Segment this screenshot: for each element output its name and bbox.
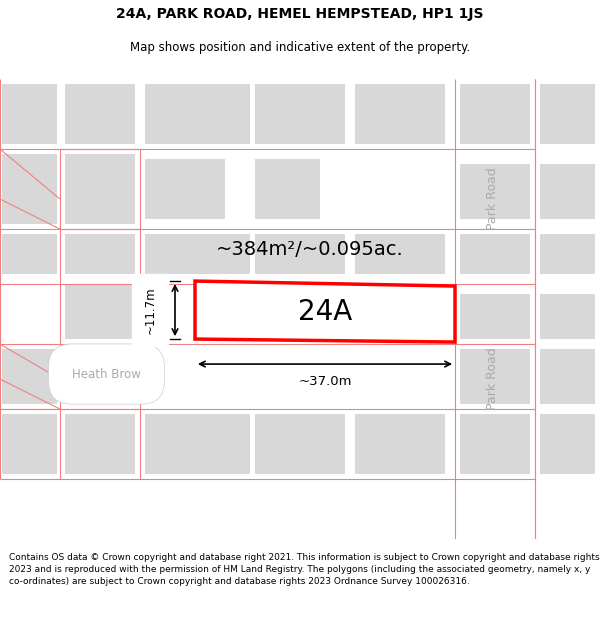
Bar	[255, 414, 345, 474]
Bar	[355, 84, 445, 144]
Bar	[460, 84, 530, 144]
Text: 24A: 24A	[298, 298, 352, 326]
Bar	[2, 349, 57, 404]
Text: Park Road: Park Road	[487, 168, 499, 231]
Bar	[145, 414, 250, 474]
Bar	[145, 84, 250, 144]
Bar	[145, 234, 250, 274]
Bar	[255, 84, 345, 144]
Bar	[255, 159, 320, 219]
Bar	[355, 234, 445, 274]
Bar	[145, 159, 225, 219]
Bar	[65, 234, 135, 274]
Bar	[460, 349, 530, 404]
Bar	[65, 284, 135, 339]
Text: Map shows position and indicative extent of the property.: Map shows position and indicative extent…	[130, 41, 470, 54]
Bar	[540, 414, 595, 474]
Bar	[2, 414, 57, 474]
Bar	[540, 349, 595, 404]
Bar	[255, 294, 345, 339]
Bar	[460, 294, 530, 339]
Bar	[460, 164, 530, 219]
Text: 24A, PARK ROAD, HEMEL HEMPSTEAD, HP1 1JS: 24A, PARK ROAD, HEMEL HEMPSTEAD, HP1 1JS	[116, 8, 484, 21]
Bar	[255, 234, 345, 274]
Bar	[2, 154, 57, 224]
Bar	[460, 234, 530, 274]
Polygon shape	[195, 281, 455, 342]
Text: ~11.7m: ~11.7m	[143, 286, 157, 334]
Text: ~37.0m: ~37.0m	[298, 374, 352, 388]
Bar	[2, 234, 57, 274]
Text: Contains OS data © Crown copyright and database right 2021. This information is : Contains OS data © Crown copyright and d…	[9, 553, 599, 586]
Text: Heath Brow: Heath Brow	[72, 368, 141, 381]
Bar	[65, 154, 135, 224]
Bar	[540, 234, 595, 274]
Bar	[65, 414, 135, 474]
Bar	[65, 84, 135, 144]
Bar	[540, 164, 595, 219]
Bar	[355, 414, 445, 474]
Text: Park Road: Park Road	[487, 348, 499, 411]
Bar	[540, 294, 595, 339]
Text: ~384m²/~0.095ac.: ~384m²/~0.095ac.	[216, 239, 404, 259]
Bar	[65, 349, 135, 404]
Bar	[2, 84, 57, 144]
Bar	[540, 84, 595, 144]
Bar	[460, 414, 530, 474]
